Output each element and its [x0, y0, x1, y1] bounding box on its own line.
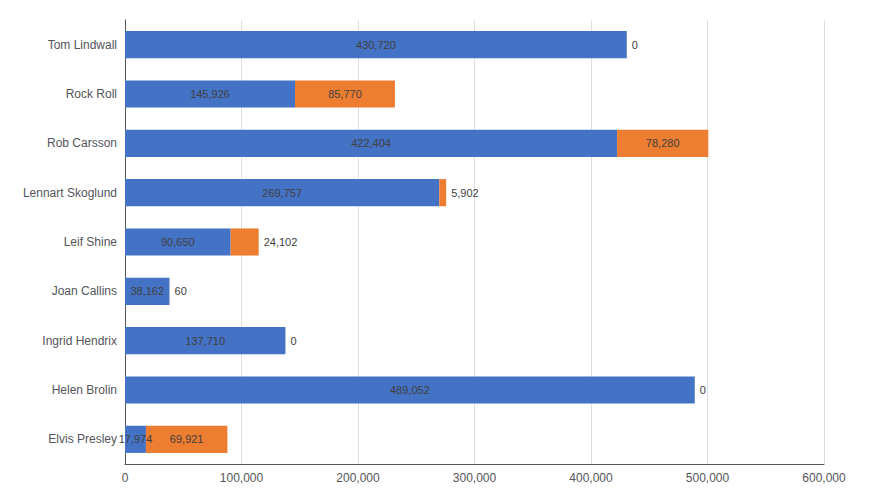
svg-text:Joan Callins: Joan Callins [52, 284, 117, 298]
svg-text:0: 0 [290, 335, 296, 347]
svg-text:Elvis Presley: Elvis Presley [48, 432, 117, 446]
svg-text:69,921: 69,921 [170, 433, 204, 445]
svg-text:489,052: 489,052 [390, 384, 430, 396]
svg-text:100,000: 100,000 [220, 471, 264, 485]
svg-text:145,926: 145,926 [190, 88, 230, 100]
svg-text:0: 0 [632, 39, 638, 51]
svg-text:269,757: 269,757 [262, 187, 302, 199]
svg-text:0: 0 [122, 471, 129, 485]
svg-text:300,000: 300,000 [453, 471, 497, 485]
svg-text:Leif Shine: Leif Shine [64, 235, 118, 249]
svg-text:38,162: 38,162 [130, 285, 164, 297]
svg-text:Tom Lindwall: Tom Lindwall [48, 38, 117, 52]
svg-text:60: 60 [175, 285, 187, 297]
svg-text:Ingrid Hendrix: Ingrid Hendrix [42, 334, 117, 348]
svg-text:Rock Roll: Rock Roll [66, 87, 117, 101]
svg-text:17,974: 17,974 [119, 433, 153, 445]
svg-text:137,710: 137,710 [185, 335, 225, 347]
svg-text:24,102: 24,102 [264, 236, 298, 248]
svg-text:85,770: 85,770 [328, 88, 362, 100]
svg-text:Helen Brolin: Helen Brolin [52, 383, 117, 397]
svg-text:200,000: 200,000 [336, 471, 380, 485]
svg-text:0: 0 [700, 384, 706, 396]
svg-text:90,650: 90,650 [161, 236, 195, 248]
svg-text:430,720: 430,720 [356, 39, 396, 51]
svg-text:Lennart Skoglund: Lennart Skoglund [23, 186, 117, 200]
svg-text:600,000: 600,000 [802, 471, 846, 485]
svg-text:78,280: 78,280 [646, 137, 680, 149]
svg-text:400,000: 400,000 [569, 471, 613, 485]
svg-text:5,902: 5,902 [451, 187, 479, 199]
svg-text:500,000: 500,000 [686, 471, 730, 485]
svg-text:Rob Carsson: Rob Carsson [47, 136, 117, 150]
svg-text:422,404: 422,404 [351, 137, 391, 149]
